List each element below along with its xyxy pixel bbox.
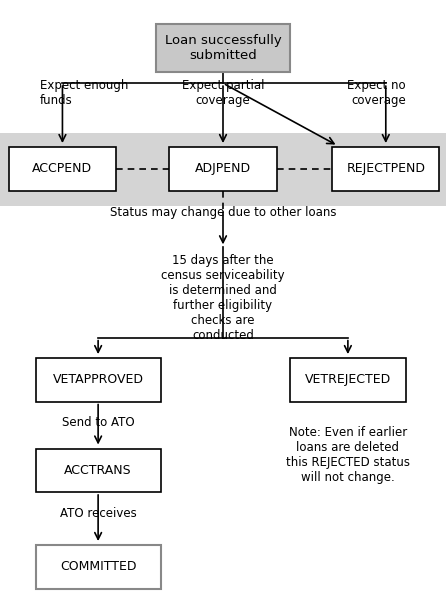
Text: Expect partial
coverage: Expect partial coverage [182, 80, 264, 107]
Text: Send to ATO: Send to ATO [62, 415, 134, 429]
Bar [36, 449, 161, 492]
Text: Note: Even if earlier
loans are deleted
this REJECTED status
will not change.: Note: Even if earlier loans are deleted … [286, 426, 410, 484]
Text: 15 days after the
census serviceability
is determined and
further eligibility
ch: 15 days after the census serviceability … [161, 254, 285, 343]
Bar [36, 358, 161, 402]
Bar [156, 24, 290, 72]
Text: ACCTRANS: ACCTRANS [64, 464, 132, 477]
Text: ACCPEND: ACCPEND [33, 162, 92, 175]
Text: COMMITTED: COMMITTED [60, 560, 136, 573]
Text: Expect enough
funds: Expect enough funds [40, 80, 128, 107]
Text: Status may change due to other loans: Status may change due to other loans [110, 206, 336, 219]
Text: VETAPPROVED: VETAPPROVED [53, 373, 144, 387]
Text: Expect no
coverage: Expect no coverage [347, 80, 406, 107]
Bar [9, 147, 116, 191]
Text: Loan successfully
submitted: Loan successfully submitted [165, 34, 281, 62]
Text: REJECTPEND: REJECTPEND [346, 162, 425, 175]
Bar [36, 545, 161, 589]
Bar [332, 147, 439, 191]
Text: ATO receives: ATO receives [60, 507, 136, 520]
Text: VETREJECTED: VETREJECTED [305, 373, 391, 387]
Bar [169, 147, 277, 191]
Bar [0, 133, 446, 206]
Text: ADJPEND: ADJPEND [195, 162, 251, 175]
Bar [290, 358, 406, 402]
